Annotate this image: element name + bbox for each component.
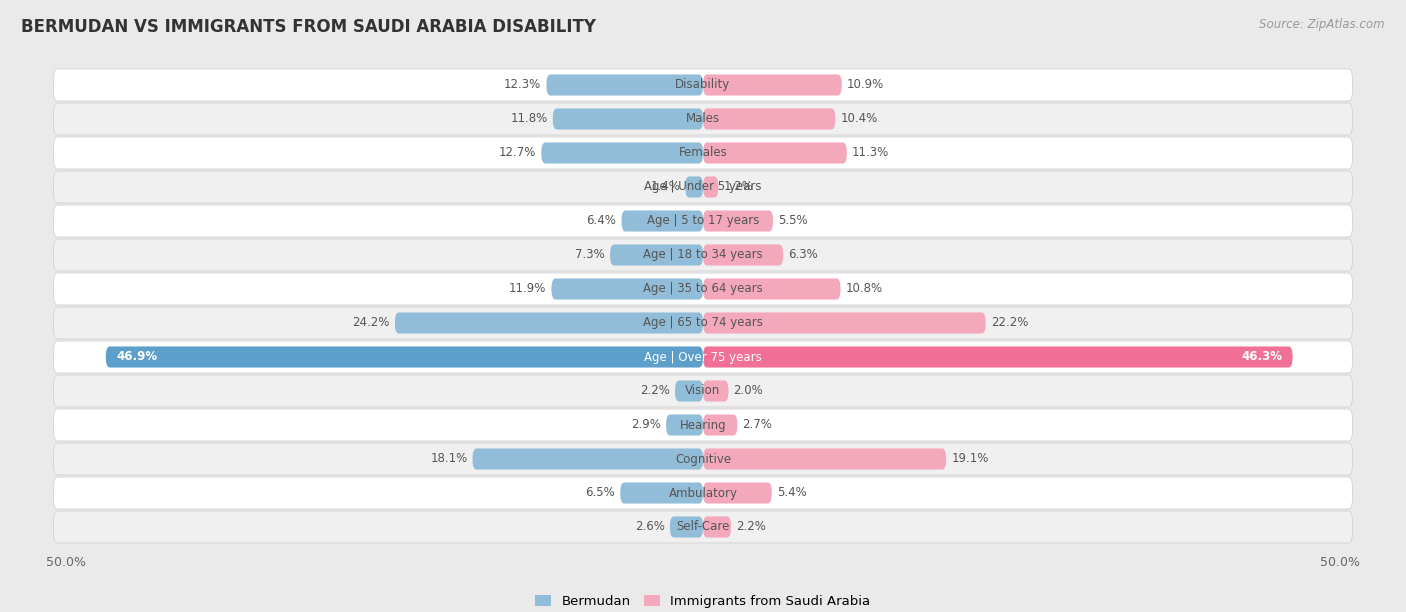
Text: 10.8%: 10.8% xyxy=(845,283,883,296)
FancyBboxPatch shape xyxy=(53,239,1353,271)
Text: 10.9%: 10.9% xyxy=(846,78,884,92)
Text: 7.3%: 7.3% xyxy=(575,248,605,261)
Text: 11.3%: 11.3% xyxy=(852,146,889,160)
FancyBboxPatch shape xyxy=(53,341,1353,373)
Text: 6.4%: 6.4% xyxy=(586,214,616,228)
FancyBboxPatch shape xyxy=(541,143,703,163)
FancyBboxPatch shape xyxy=(53,103,1353,135)
FancyBboxPatch shape xyxy=(703,449,946,469)
Text: 10.4%: 10.4% xyxy=(841,113,877,125)
FancyBboxPatch shape xyxy=(621,211,703,231)
Text: Ambulatory: Ambulatory xyxy=(668,487,738,499)
Text: Females: Females xyxy=(679,146,727,160)
FancyBboxPatch shape xyxy=(53,171,1353,203)
FancyBboxPatch shape xyxy=(53,205,1353,237)
FancyBboxPatch shape xyxy=(703,244,783,266)
FancyBboxPatch shape xyxy=(703,211,773,231)
Text: Males: Males xyxy=(686,113,720,125)
Text: 18.1%: 18.1% xyxy=(430,452,467,466)
FancyBboxPatch shape xyxy=(53,511,1353,543)
Text: Hearing: Hearing xyxy=(679,419,727,431)
Text: Cognitive: Cognitive xyxy=(675,452,731,466)
Text: Self-Care: Self-Care xyxy=(676,520,730,534)
FancyBboxPatch shape xyxy=(472,449,703,469)
FancyBboxPatch shape xyxy=(53,273,1353,305)
FancyBboxPatch shape xyxy=(610,244,703,266)
Text: 19.1%: 19.1% xyxy=(952,452,988,466)
FancyBboxPatch shape xyxy=(703,75,842,95)
Text: Age | 5 to 17 years: Age | 5 to 17 years xyxy=(647,214,759,228)
Text: 5.5%: 5.5% xyxy=(778,214,808,228)
FancyBboxPatch shape xyxy=(53,375,1353,407)
FancyBboxPatch shape xyxy=(53,69,1353,101)
Text: 46.9%: 46.9% xyxy=(115,351,157,364)
FancyBboxPatch shape xyxy=(395,313,703,334)
Text: 2.0%: 2.0% xyxy=(734,384,763,398)
FancyBboxPatch shape xyxy=(53,409,1353,441)
Text: 2.7%: 2.7% xyxy=(742,419,772,431)
Text: Age | Over 75 years: Age | Over 75 years xyxy=(644,351,762,364)
Text: Source: ZipAtlas.com: Source: ZipAtlas.com xyxy=(1260,18,1385,31)
FancyBboxPatch shape xyxy=(553,108,703,130)
FancyBboxPatch shape xyxy=(703,346,1292,368)
FancyBboxPatch shape xyxy=(551,278,703,299)
FancyBboxPatch shape xyxy=(53,137,1353,169)
Text: Age | 65 to 74 years: Age | 65 to 74 years xyxy=(643,316,763,329)
Text: 11.9%: 11.9% xyxy=(509,283,547,296)
FancyBboxPatch shape xyxy=(703,108,835,130)
FancyBboxPatch shape xyxy=(703,381,728,401)
FancyBboxPatch shape xyxy=(703,517,731,537)
Text: 6.5%: 6.5% xyxy=(585,487,616,499)
FancyBboxPatch shape xyxy=(53,307,1353,339)
Text: Age | 35 to 64 years: Age | 35 to 64 years xyxy=(643,283,763,296)
Text: 1.2%: 1.2% xyxy=(723,181,754,193)
FancyBboxPatch shape xyxy=(703,414,737,436)
FancyBboxPatch shape xyxy=(669,517,703,537)
Text: 12.3%: 12.3% xyxy=(503,78,541,92)
FancyBboxPatch shape xyxy=(105,346,703,368)
Text: Vision: Vision xyxy=(685,384,721,398)
FancyBboxPatch shape xyxy=(703,176,718,198)
Text: BERMUDAN VS IMMIGRANTS FROM SAUDI ARABIA DISABILITY: BERMUDAN VS IMMIGRANTS FROM SAUDI ARABIA… xyxy=(21,18,596,36)
Text: 12.7%: 12.7% xyxy=(499,146,536,160)
FancyBboxPatch shape xyxy=(685,176,703,198)
FancyBboxPatch shape xyxy=(53,477,1353,509)
Text: 46.3%: 46.3% xyxy=(1241,351,1282,364)
Text: 2.2%: 2.2% xyxy=(737,520,766,534)
Text: 2.6%: 2.6% xyxy=(636,520,665,534)
FancyBboxPatch shape xyxy=(666,414,703,436)
FancyBboxPatch shape xyxy=(703,482,772,504)
FancyBboxPatch shape xyxy=(703,278,841,299)
FancyBboxPatch shape xyxy=(547,75,703,95)
FancyBboxPatch shape xyxy=(703,313,986,334)
Text: 2.2%: 2.2% xyxy=(640,384,669,398)
Text: Age | Under 5 years: Age | Under 5 years xyxy=(644,181,762,193)
Text: 2.9%: 2.9% xyxy=(631,419,661,431)
Legend: Bermudan, Immigrants from Saudi Arabia: Bermudan, Immigrants from Saudi Arabia xyxy=(536,595,870,608)
Text: 11.8%: 11.8% xyxy=(510,113,548,125)
FancyBboxPatch shape xyxy=(675,381,703,401)
Text: 24.2%: 24.2% xyxy=(353,316,389,329)
FancyBboxPatch shape xyxy=(53,443,1353,475)
Text: 6.3%: 6.3% xyxy=(789,248,818,261)
FancyBboxPatch shape xyxy=(620,482,703,504)
FancyBboxPatch shape xyxy=(703,143,846,163)
Text: 22.2%: 22.2% xyxy=(991,316,1028,329)
Text: Age | 18 to 34 years: Age | 18 to 34 years xyxy=(643,248,763,261)
Text: 5.4%: 5.4% xyxy=(778,487,807,499)
Text: 1.4%: 1.4% xyxy=(650,181,681,193)
Text: Disability: Disability xyxy=(675,78,731,92)
